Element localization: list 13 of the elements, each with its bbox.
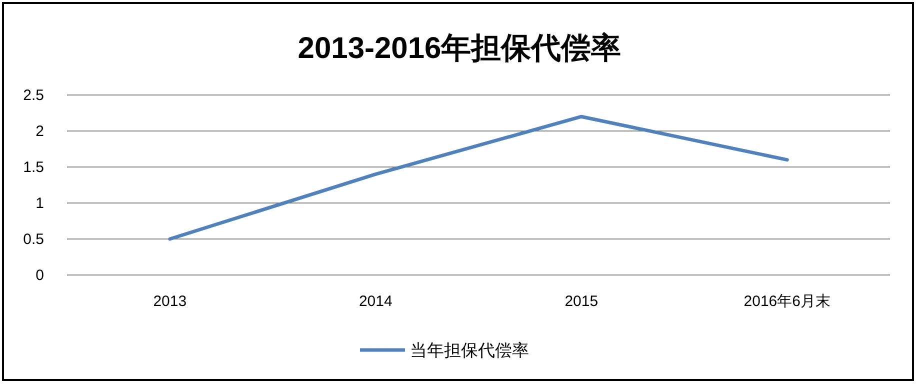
line-series	[168, 114, 789, 241]
y-tick-label: 0.5	[23, 231, 44, 248]
legend-label: 当年担保代偿率	[410, 341, 529, 360]
x-tick-label: 2013	[153, 293, 187, 310]
y-tick-label: 2	[36, 123, 44, 140]
x-tick-label: 2014	[358, 293, 392, 310]
y-tick-label: 0	[36, 267, 44, 284]
y-tick-label: 1.5	[23, 159, 44, 176]
x-tick-label: 2015	[564, 293, 598, 310]
y-tick-label: 2.5	[23, 87, 44, 104]
y-tick-label: 1	[36, 195, 44, 212]
x-tick-label: 2016年6月末	[744, 293, 830, 310]
chart-title: 2013-2016年担保代偿率	[298, 31, 622, 65]
